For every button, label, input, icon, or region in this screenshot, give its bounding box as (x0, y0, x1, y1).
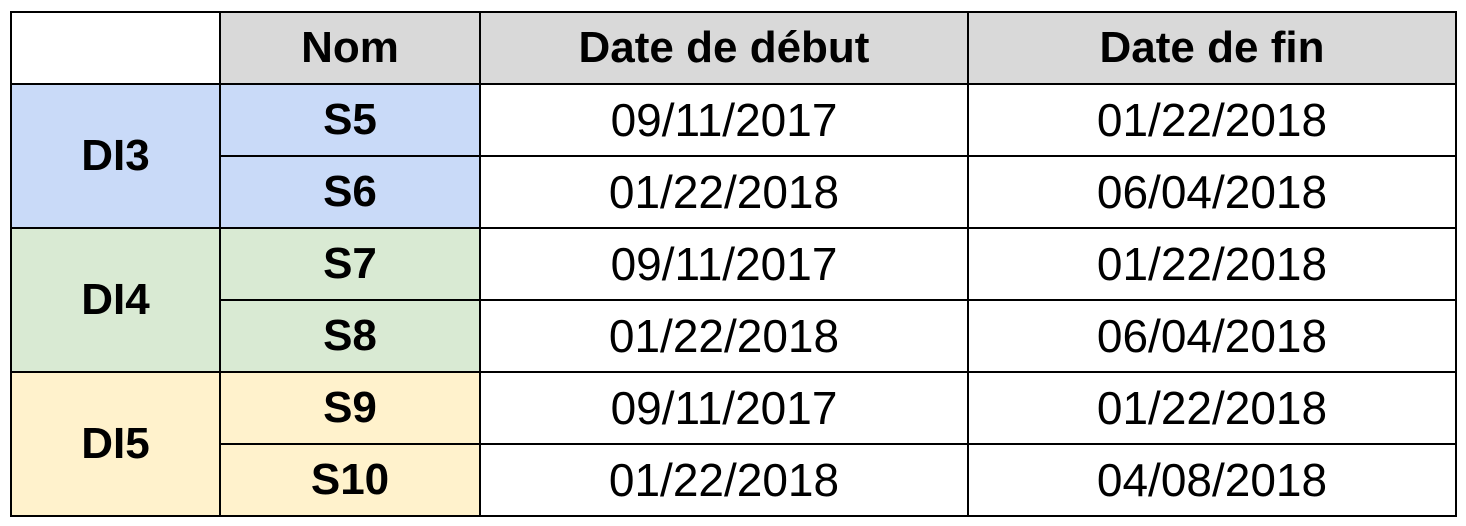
header-name: Nom (219, 11, 481, 85)
semester-table: Nom Date de début Date de fin DI3 S5 09/… (10, 11, 1457, 517)
header-start-date: Date de début (479, 11, 969, 85)
start-date: 09/11/2017 (479, 227, 969, 301)
group-label-di4: DI4 (10, 227, 221, 373)
start-date: 09/11/2017 (479, 371, 969, 445)
table-row: S6 01/22/2018 06/04/2018 (11, 155, 1457, 229)
end-date: 01/22/2018 (967, 371, 1457, 445)
semester-name: S5 (219, 83, 481, 157)
empty-corner-cell (10, 11, 221, 85)
semester-name: S9 (219, 371, 481, 445)
start-date: 01/22/2018 (479, 443, 969, 517)
semester-name: S10 (219, 443, 481, 517)
group-label-di5: DI5 (10, 371, 221, 517)
table-row: DI3 S5 09/11/2017 01/22/2018 (10, 83, 1457, 229)
header-row: Nom Date de début Date de fin (10, 11, 1457, 85)
end-date: 01/22/2018 (967, 227, 1457, 301)
table-row: DI5 S9 09/11/2017 01/22/2018 (10, 371, 1457, 517)
semester-name: S6 (219, 155, 481, 229)
end-date: 06/04/2018 (967, 299, 1457, 373)
header-end-date: Date de fin (967, 11, 1457, 85)
end-date: 04/08/2018 (967, 443, 1457, 517)
semester-name: S7 (219, 227, 481, 301)
start-date: 01/22/2018 (479, 299, 969, 373)
semester-name: S8 (219, 299, 481, 373)
table-row: S10 01/22/2018 04/08/2018 (11, 443, 1457, 517)
end-date: 01/22/2018 (967, 83, 1457, 157)
end-date: 06/04/2018 (967, 155, 1457, 229)
table-row: S8 01/22/2018 06/04/2018 (11, 299, 1457, 373)
start-date: 09/11/2017 (479, 83, 969, 157)
start-date: 01/22/2018 (479, 155, 969, 229)
group-label-di3: DI3 (10, 83, 221, 229)
table-row: DI4 S7 09/11/2017 01/22/2018 (10, 227, 1457, 373)
